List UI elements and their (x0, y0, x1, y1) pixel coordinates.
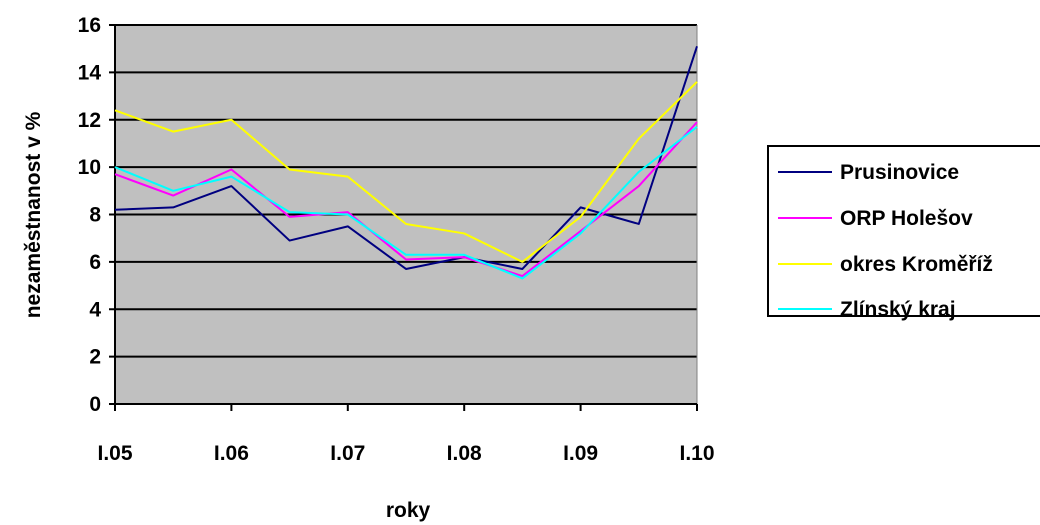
x-tick-label: I.07 (330, 442, 365, 465)
x-tick-label: I.10 (679, 442, 714, 465)
series-line-orp-holešov (114, 121, 698, 278)
legend: Prusinovice ORP Holešov okres Kroměříž Zlín… (767, 145, 1040, 321)
y-tick-label: 4 (89, 298, 101, 321)
gridlines (115, 24, 698, 404)
series-line-okres-kroměříž (114, 81, 698, 263)
x-axis-title: roky (386, 499, 431, 522)
series-lines (114, 46, 698, 280)
y-tick-label: 12 (78, 109, 101, 132)
x-tick-label: I.05 (97, 442, 132, 465)
y-tick-label: 8 (89, 204, 101, 227)
y-tick-label: 6 (89, 251, 101, 274)
y-tick-label: 14 (78, 61, 102, 84)
tick-labels: 0 2 4 6 8 10 12 14 16 I.05 I.06 I.07 I.08 I.09 I.10 (78, 14, 715, 465)
y-tick-label: 2 (89, 346, 101, 369)
x-tick-label: I.06 (214, 442, 249, 465)
series-line-zlínský-kraj (114, 126, 698, 280)
x-tick-label: I.09 (563, 442, 598, 465)
legend-box (767, 145, 1040, 317)
legend-label: ORP Holešov (840, 207, 973, 230)
legend-label: Zlínský kraj (840, 298, 956, 321)
x-tick-label: I.08 (447, 442, 482, 465)
axes (109, 24, 698, 411)
y-axis-title: nezaměstnanost v % (22, 111, 45, 318)
legend-label: Prusinovice (840, 161, 959, 184)
y-tick-label: 0 (89, 393, 101, 416)
legend-label: okres Kroměříž (840, 253, 993, 276)
y-tick-label: 16 (78, 14, 101, 37)
y-tick-label: 10 (78, 156, 101, 179)
